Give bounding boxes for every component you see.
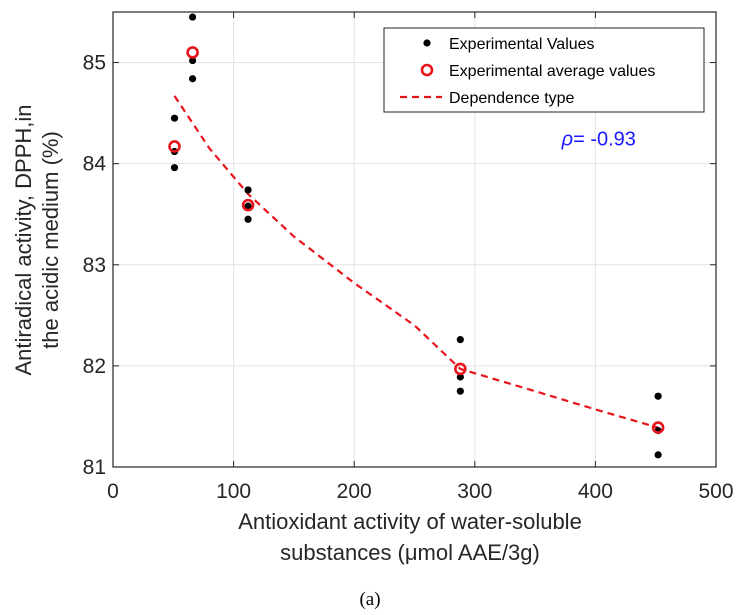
figure-caption: (a) (359, 589, 380, 610)
y-tick-label: 83 (83, 254, 106, 277)
y-axis-label-line-2: the acidic medium (%) (38, 131, 63, 349)
legend: Experimental Values Experimental average… (383, 27, 705, 113)
dependence-curve (173, 95, 659, 429)
x-axis-label-line-2: substances (μmol AAE/3g) (280, 540, 540, 565)
x-tick-label: 500 (698, 480, 733, 503)
legend-label-average-values: Experimental average values (449, 63, 655, 80)
experimental-values-points (170, 13, 662, 459)
experimental-value-point (188, 75, 197, 83)
x-axis-label-line-1: Antioxidant activity of water-soluble (238, 509, 582, 534)
average-value-point (186, 46, 199, 59)
y-axis-label-line-1: Antiradical activity, DPPH,in (11, 104, 36, 375)
average-values-points (168, 46, 665, 434)
x-tick-label: 100 (216, 480, 251, 503)
experimental-value-point (188, 56, 197, 65)
plot-frame (112, 11, 717, 468)
experimental-value-point (170, 114, 179, 122)
x-tick-label: 0 (107, 480, 119, 503)
y-tick-label: 81 (83, 456, 106, 479)
x-tick-label: 300 (457, 480, 492, 503)
experimental-value-point (188, 13, 197, 21)
legend-label-dependence-type: Dependence type (449, 90, 575, 107)
experimental-value-point (244, 186, 252, 194)
y-tick-label: 82 (83, 355, 106, 378)
experimental-value-point (244, 202, 252, 210)
correlation-annotation: ρ= -0.93 (561, 128, 636, 150)
legend-dot-marker (423, 39, 431, 47)
x-tick-label: 200 (337, 480, 372, 503)
experimental-value-point (170, 164, 179, 172)
legend-label-experimental-values: Experimental Values (449, 36, 595, 53)
average-value-point (241, 198, 255, 212)
experimental-value-point (456, 336, 464, 344)
average-value-point (651, 421, 665, 434)
dependence-curve-line (173, 95, 659, 429)
axis-ticks: 0 100 200 300 400 500 81 82 83 84 85 (83, 12, 734, 503)
x-tick-label: 400 (578, 480, 613, 503)
average-value-point (168, 140, 181, 153)
experimental-value-point (244, 215, 252, 223)
y-tick-label: 85 (83, 52, 106, 75)
rho-symbol: ρ (561, 128, 573, 150)
experimental-value-point (654, 392, 662, 400)
rho-value: = -0.93 (573, 128, 636, 150)
y-tick-label: 84 (83, 153, 107, 176)
experimental-value-point (456, 387, 464, 395)
average-value-point (454, 362, 467, 376)
experimental-value-point (456, 373, 464, 381)
experimental-value-point (654, 451, 662, 459)
legend-circle-marker (420, 63, 434, 77)
